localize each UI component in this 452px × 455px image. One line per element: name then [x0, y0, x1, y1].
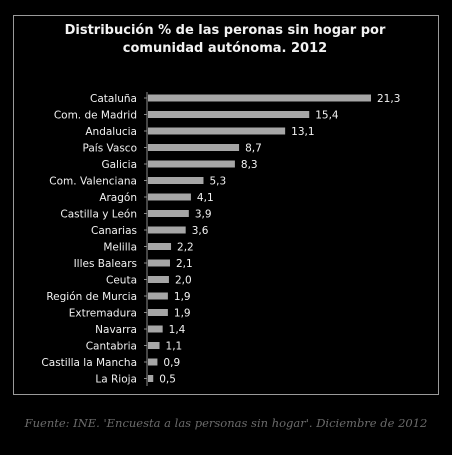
bar	[148, 259, 170, 267]
value-label: 4,1	[197, 192, 214, 204]
category-label: Com. Valenciana	[49, 176, 137, 188]
bar	[148, 210, 189, 217]
bar	[148, 358, 158, 366]
bar	[148, 160, 235, 168]
value-label: 3,6	[192, 225, 209, 237]
value-label: 3,9	[195, 209, 212, 221]
category-label: Aragón	[99, 192, 137, 204]
category-label: Ceuta	[106, 275, 137, 287]
category-label: País Vasco	[83, 143, 138, 155]
category-label: Extremadura	[69, 308, 137, 320]
category-label: Región de Murcia	[46, 291, 137, 303]
bar	[148, 94, 371, 102]
bar	[148, 177, 204, 184]
category-label: Melilla	[103, 242, 137, 254]
bar	[148, 276, 169, 283]
value-label: 2,1	[176, 258, 193, 270]
value-label: 13,1	[291, 126, 314, 138]
chart-title-line-2: comunidad autónoma. 2012	[122, 41, 328, 56]
category-label: Navarra	[95, 324, 137, 336]
category-label: Galicia	[101, 159, 137, 171]
category-label: Canarias	[91, 225, 137, 237]
category-label: Castilla la Mancha	[41, 357, 137, 369]
value-label: 1,1	[166, 341, 183, 353]
category-label: Illes Balears	[74, 258, 137, 270]
bar	[148, 127, 286, 135]
category-label: Andalucia	[85, 126, 137, 138]
bar	[148, 243, 172, 250]
value-label: 0,9	[163, 357, 180, 369]
chart-panel	[13, 15, 439, 395]
category-label: Com. de Madrid	[54, 110, 137, 122]
bar	[148, 342, 160, 349]
bar	[148, 144, 240, 151]
value-label: 5,3	[209, 176, 226, 188]
bars-layer: Cataluña 21,3 Com. de Madrid 15,4 Andalucia 1…	[41, 93, 400, 386]
value-label: 21,3	[377, 93, 400, 105]
value-label: 8,3	[241, 159, 258, 171]
source-note: Fuente: INE. 'Encuesta a las personas si…	[24, 416, 428, 430]
value-label: 15,4	[315, 110, 339, 122]
value-label: 0,5	[159, 374, 176, 386]
chart-title: Distribución % de las peronas sin hogar …	[60, 22, 390, 58]
category-label: Cataluña	[90, 93, 137, 105]
value-label: 1,9	[174, 291, 191, 303]
value-label: 2,2	[177, 242, 194, 254]
bar	[148, 193, 191, 201]
category-label: Castilla y León	[60, 209, 137, 221]
value-label: 1,4	[169, 324, 186, 336]
chart-title-line-1: Distribución % de las peronas sin hogar …	[64, 23, 386, 38]
value-label: 2,0	[175, 275, 192, 287]
bar	[148, 375, 154, 382]
bar	[148, 226, 186, 234]
category-label: Cantabria	[86, 341, 137, 353]
bar	[148, 111, 310, 118]
bar	[148, 309, 168, 316]
category-label: La Rioja	[95, 374, 137, 386]
bar	[148, 292, 168, 300]
bar	[148, 325, 163, 333]
value-label: 1,9	[174, 308, 191, 320]
value-label: 8,7	[245, 143, 262, 155]
